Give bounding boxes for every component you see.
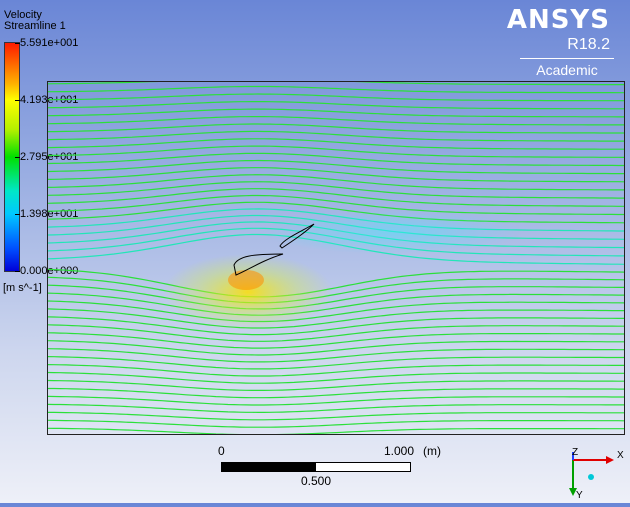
scale-label-end: 1.000 [384, 444, 415, 458]
streamline [48, 159, 624, 175]
legend-units: [m s^-1] [3, 282, 42, 294]
streamline [48, 116, 624, 126]
axis-triad[interactable]: Z X Y [556, 446, 626, 502]
legend: Velocity Streamline 1 [4, 10, 124, 32]
streamline [48, 268, 624, 298]
streamline [48, 85, 624, 94]
streamline [48, 427, 624, 434]
streamline [48, 130, 624, 142]
streamline [48, 387, 624, 399]
scale-label-mid: 0.500 [301, 474, 332, 488]
streamline [48, 276, 624, 304]
streamline [48, 340, 624, 356]
streamline [48, 348, 624, 363]
streamline-viewport[interactable] [47, 81, 625, 435]
streamline [48, 364, 624, 377]
streamline [48, 93, 624, 102]
streamline [48, 379, 624, 391]
streamline [48, 292, 624, 316]
wake-region [263, 210, 523, 254]
logo-name: ANSYS [506, 5, 610, 35]
streamline [48, 316, 624, 336]
triad-marker [588, 474, 594, 480]
scale-label-start: 0 [218, 444, 225, 458]
legend-tick-min: 0.000e+000 [14, 265, 79, 277]
streamline [48, 332, 624, 349]
axis-label-y: Y [576, 490, 583, 501]
streamline [48, 419, 624, 428]
scale-bar [221, 462, 411, 472]
streamline [48, 145, 624, 158]
legend-tick-3: 2.795e+001 [14, 151, 79, 163]
main-airfoil [233, 253, 284, 276]
ansys-logo: ANSYS R18.2 Academic [506, 5, 614, 78]
axis-label-x: X [617, 450, 624, 461]
legend-title: Velocity [4, 9, 42, 21]
logo-edition: Academic [520, 58, 614, 78]
streamline [48, 308, 624, 329]
streamline [48, 188, 624, 207]
streamline [48, 300, 624, 323]
peak-velocity-spot [228, 270, 264, 290]
logo-version: R18.2 [567, 36, 610, 53]
streamline [48, 101, 624, 110]
axis-label-z: Z [572, 447, 578, 458]
streamline [48, 108, 624, 118]
streamline [48, 403, 624, 413]
streamline [48, 82, 624, 86]
legend-tick-max: 5.591e+001 [14, 37, 79, 49]
streamline [48, 167, 624, 183]
high-velocity-zone [163, 254, 333, 330]
streamline-plot [48, 82, 624, 434]
streamline [48, 194, 624, 216]
streamline [48, 174, 624, 191]
streamline [48, 201, 624, 224]
scale-label-unit: (m) [423, 444, 441, 458]
streamline [48, 356, 624, 370]
streamline [48, 324, 624, 342]
streamline [48, 371, 624, 384]
streamline [48, 395, 624, 406]
streamline [48, 181, 624, 199]
legend-subtitle: Streamline 1 [4, 20, 66, 32]
streamline [48, 138, 624, 150]
flap-airfoil [279, 223, 315, 249]
streamline [48, 123, 624, 134]
streamline [48, 152, 624, 167]
streamline [48, 411, 624, 421]
streamline [48, 284, 624, 310]
